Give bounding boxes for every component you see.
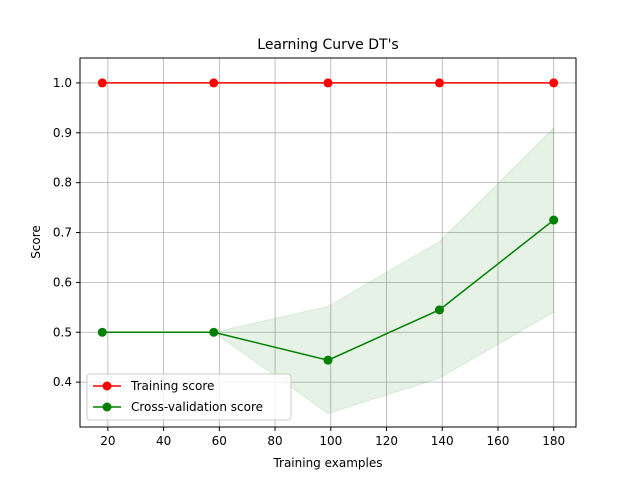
x-tick-label-8: 180 [542, 434, 565, 448]
x-tick-label-7: 160 [487, 434, 510, 448]
legend-box [86, 373, 292, 421]
legend-label-0: Training score [130, 379, 214, 393]
y-axis-label: Score [29, 225, 43, 259]
legend-label-1: Cross-validation score [131, 400, 263, 414]
y-tick-label-0: 0.4 [53, 375, 72, 389]
series-1-point-0 [97, 327, 107, 337]
x-tick-label-4: 100 [319, 434, 342, 448]
series-0-point-2 [323, 78, 333, 88]
series-1-point-3 [434, 305, 444, 315]
series-band-1 [102, 126, 555, 415]
legend: Training score Cross-validation score [86, 373, 292, 421]
y-tick-label-4: 0.8 [53, 176, 72, 190]
series-1-point-4 [549, 215, 559, 225]
x-tick-label-5: 120 [375, 434, 398, 448]
x-tick-label-0: 20 [100, 434, 115, 448]
y-tick-label-5: 0.9 [53, 126, 72, 140]
x-tick-label-3: 80 [267, 434, 282, 448]
series-1-point-2 [323, 355, 333, 365]
series-0-point-1 [209, 78, 219, 88]
y-tick-label-1: 0.5 [53, 325, 72, 339]
x-tick-label-1: 40 [156, 434, 171, 448]
axes-frame [79, 57, 577, 428]
y-tick-label-6: 1.0 [53, 76, 72, 90]
series-0-point-3 [434, 78, 444, 88]
legend-marker-0 [102, 381, 112, 391]
x-axis-label: Training examples [272, 456, 382, 470]
series-0-point-4 [549, 78, 559, 88]
x-tick-label-6: 140 [431, 434, 454, 448]
plot-layer: 20 40 60 80 100 120 140 160 180 0.4 0.5 0.6 0.7 0.8 0.… [53, 57, 577, 448]
chart-title: Learning Curve DT's [257, 37, 398, 53]
legend-marker-1 [102, 402, 112, 412]
series-1-point-1 [209, 327, 219, 337]
series-0-point-0 [97, 78, 107, 88]
y-tick-label-3: 0.7 [53, 226, 72, 240]
x-tick-label-2: 60 [212, 434, 227, 448]
y-tick-label-2: 0.6 [53, 275, 72, 289]
